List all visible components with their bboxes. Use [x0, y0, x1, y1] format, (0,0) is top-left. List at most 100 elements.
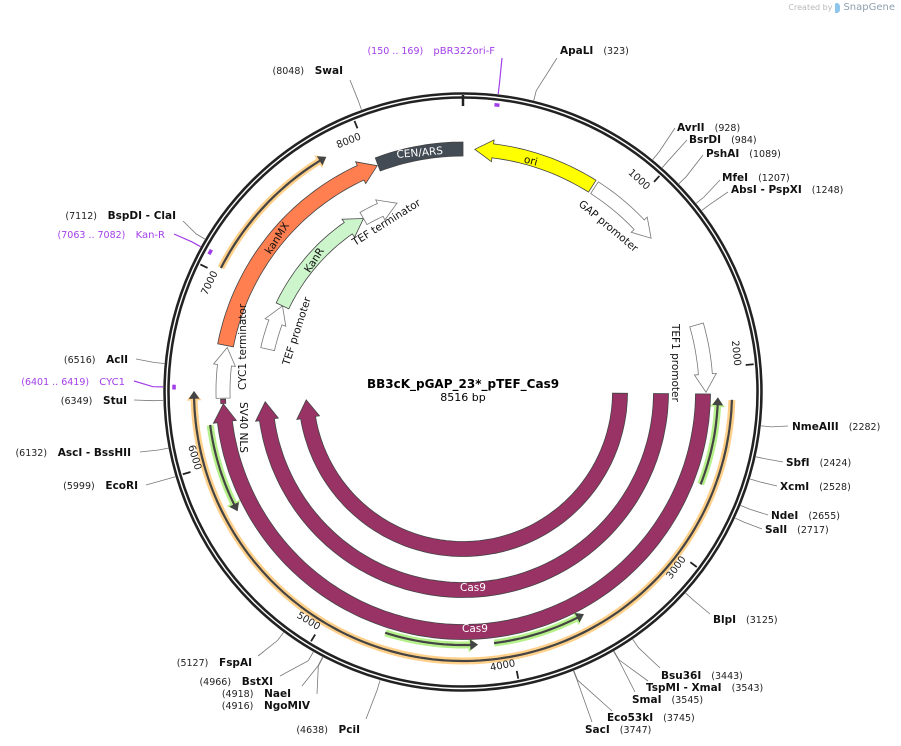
enzyme-label-xcmi[interactable]: XcmI (2528) — [780, 481, 851, 493]
feature-ori[interactable] — [474, 139, 597, 193]
tick-label: 7000 — [200, 269, 221, 297]
enzyme-label-apali[interactable]: ApaLI (323) — [560, 45, 629, 57]
feature-label-ori[interactable]: ori — [523, 154, 539, 169]
enzyme-label-blpi[interactable]: BlpI (3125) — [713, 614, 778, 626]
enzyme-name: SacI — [585, 724, 610, 736]
enzyme-label-pcii[interactable]: (4638) PciI — [296, 724, 360, 736]
enzyme-label-mfei[interactable]: MfeI (1207) — [722, 172, 790, 184]
feature-cyc1-terminator[interactable] — [212, 346, 237, 399]
feature-tef1-promoter[interactable] — [689, 322, 718, 393]
enzyme-label-bstxi[interactable]: (4966) BstXI — [199, 676, 273, 688]
enzyme-label-bsrdi[interactable]: BsrDI (984) — [689, 134, 757, 146]
orf-highlight[interactable] — [697, 397, 726, 486]
feature-label-tef1-promoter[interactable]: TEF1 promoter — [669, 323, 681, 403]
feature-cas9-6[interactable] — [296, 392, 628, 557]
feature-label-sv40-nls[interactable]: SV40 NLS — [237, 402, 249, 453]
primer-kan-r[interactable] — [207, 248, 213, 256]
enzyme-name: ApaLI — [560, 45, 593, 57]
enzyme-position: (5999) — [63, 481, 95, 492]
feature-cas9-5[interactable] — [254, 393, 669, 598]
feature-label-cas9-inner[interactable]: Cas9 — [460, 513, 486, 525]
primer-cyc1[interactable] — [172, 384, 176, 390]
orf-layer — [186, 155, 736, 665]
orf-highlight[interactable] — [217, 155, 326, 270]
enzyme-label-avrii[interactable]: AvrII (928) — [677, 122, 740, 134]
enzyme-label-bspdi-clai[interactable]: (7112) BspDI - ClaI — [65, 210, 176, 222]
feature-label-cen-ars[interactable]: CEN/ARS — [396, 145, 444, 161]
feature-cen-ars[interactable] — [374, 141, 464, 172]
feature-tef-promoter[interactable] — [260, 305, 287, 352]
orf-highlight[interactable] — [384, 629, 478, 653]
enzyme-label-sbfi[interactable]: SbfI (2424) — [786, 457, 851, 469]
primer-leader-line — [173, 233, 201, 248]
enzyme-label-naei[interactable]: (4918) NaeI — [222, 688, 291, 700]
enzyme-label-tspmi-xmai[interactable]: TspMI - XmaI (3543) — [646, 682, 763, 694]
orf-arrow[interactable] — [493, 613, 584, 645]
feature-cas9-4[interactable] — [212, 393, 711, 640]
enzyme-label-asci-bsshii[interactable]: (6132) AscI - BssHII — [15, 447, 131, 459]
enzyme-label-saci[interactable]: SacI (3747) — [585, 724, 651, 736]
enzyme-label-ecori[interactable]: (5999) EcoRI — [63, 480, 138, 492]
snapgene-logo-icon — [835, 2, 841, 13]
orf-arrow[interactable] — [384, 631, 479, 651]
enzyme-position: (4916) — [222, 701, 254, 712]
enzyme-name: BstXI — [238, 676, 273, 688]
orf-arrow[interactable] — [699, 397, 724, 485]
feature-sv40-nls[interactable] — [220, 398, 227, 405]
enzyme-label-fspai[interactable]: (5127) FspAI — [177, 657, 252, 669]
enzyme-position: (6349) — [61, 396, 93, 407]
orf-highlight[interactable] — [493, 611, 584, 647]
enzyme-leader-line — [573, 670, 593, 723]
orf-highlight[interactable] — [206, 424, 241, 511]
enzyme-leader-line — [301, 656, 323, 687]
primer-label-kan-r[interactable]: (7063 .. 7082) Kan-R — [58, 230, 165, 241]
enzyme-label-smai[interactable]: SmaI (3545) — [632, 694, 703, 706]
enzyme-label-acli[interactable]: (6516) AclI — [64, 354, 128, 366]
plasmid-name: BB3cK_pGAP_23*_pTEF_Cas9 — [367, 377, 559, 392]
enzyme-name: NdeI — [771, 510, 798, 522]
feature-kanmx[interactable] — [217, 161, 378, 348]
enzyme-label-nmeaiii[interactable]: NmeAIII (2282) — [792, 421, 880, 433]
enzyme-label-stui[interactable]: (6349) StuI — [61, 395, 127, 407]
orf-arrow[interactable] — [219, 156, 327, 269]
feature-label-cas9-outer[interactable]: Cas9 — [462, 623, 488, 635]
enzyme-label-ngomiv[interactable]: (4916) NgoMIV — [222, 700, 311, 712]
enzyme-label-sali[interactable]: SalI (2717) — [765, 524, 829, 536]
enzyme-label-absi-pspxi[interactable]: AbsI - PspXI (1248) — [731, 184, 843, 196]
enzyme-name: Eco53kI — [607, 712, 653, 724]
primer-labels: (150 .. 169) pBR322ori-F (6401 .. 6419) … — [21, 46, 495, 388]
enzyme-label-ndei[interactable]: NdeI (2655) — [771, 510, 840, 522]
enzyme-name: SbfI — [786, 457, 810, 469]
enzyme-name: NmeAIII — [792, 421, 839, 433]
feature-tef-terminator[interactable] — [359, 199, 398, 226]
enzyme-position: (4638) — [296, 725, 328, 736]
enzyme-labels: (8048) SwaI ApaLI (323) AvrII (928) BsrD… — [15, 45, 880, 736]
primer-name: CYC1 — [96, 377, 125, 388]
enzyme-label-bsu36i[interactable]: Bsu36I (3443) — [661, 670, 743, 682]
enzyme-label-pshai[interactable]: PshAI (1089) — [706, 148, 781, 160]
primer-name: pBR322ori-F — [430, 46, 495, 57]
enzyme-leader-line — [533, 57, 558, 101]
enzyme-name: AvrII — [677, 122, 705, 134]
feature-kanr[interactable] — [275, 218, 365, 310]
primer-label-cyc1[interactable]: (6401 .. 6419) CYC1 — [21, 377, 125, 388]
enzyme-position: (3443) — [708, 671, 743, 682]
enzyme-name: BspDI - ClaI — [104, 210, 176, 222]
orf-arrow[interactable] — [209, 424, 239, 512]
feature-label-cyc1-terminator[interactable]: CYC1 terminator — [237, 303, 249, 390]
enzyme-name: EcoRI — [102, 480, 138, 492]
enzyme-name: BlpI — [713, 614, 736, 626]
feature-label-cas9-middle[interactable]: Cas9 — [460, 582, 486, 594]
primer-label-pbr322ori-f[interactable]: (150 .. 169) pBR322ori-F — [367, 46, 495, 57]
feature-gap-promoter[interactable] — [590, 181, 652, 239]
tick-label: 8000 — [335, 132, 363, 152]
enzyme-name: PshAI — [706, 148, 739, 160]
enzyme-label-eco53ki[interactable]: Eco53kI (3745) — [607, 712, 695, 724]
enzyme-leader-line — [133, 399, 164, 402]
enzyme-position: (3543) — [729, 683, 764, 694]
enzyme-label-swai[interactable]: (8048) SwaI — [272, 65, 343, 77]
primer-pbr322ori-f[interactable] — [494, 102, 500, 108]
orf-arrow[interactable] — [188, 390, 734, 663]
enzyme-name: PciI — [335, 724, 360, 736]
